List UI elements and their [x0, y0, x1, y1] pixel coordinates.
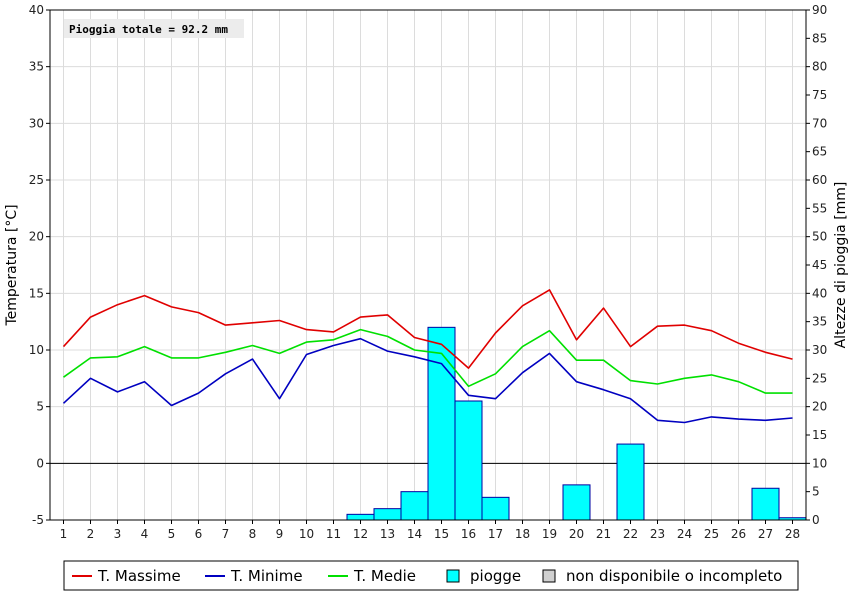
- y-left-tick-label: -5: [32, 513, 44, 527]
- rain-bar: [427, 326, 456, 521]
- y-left-tick-label: 0: [36, 456, 44, 470]
- rain-bar: [751, 487, 780, 521]
- x-tick-label: 26: [731, 527, 746, 541]
- x-tick-label: 23: [650, 527, 665, 541]
- y-left-tick-label: 25: [29, 173, 44, 187]
- x-tick-label: 14: [407, 527, 422, 541]
- rain-bar: [616, 443, 645, 521]
- y-axis-right-label: Altezze di pioggia [mm]: [833, 182, 849, 349]
- x-tick-label: 2: [87, 527, 95, 541]
- legend-swatch-box: [542, 569, 556, 583]
- legend-label: T. Medie: [353, 567, 416, 585]
- rain-bars: [346, 326, 807, 521]
- y-right-tick-label: 30: [812, 343, 827, 357]
- x-tick-label: 10: [299, 527, 314, 541]
- legend-label: piogge: [470, 567, 521, 585]
- legend-label: T. Massime: [97, 567, 181, 585]
- axis-ticks: 1 2 3 4 5 6 7 8 9 10 11 12 13 14 15 16 17 18 19 20 21 22 23 24 2…: [29, 3, 828, 541]
- x-tick-label: 4: [141, 527, 149, 541]
- y-right-tick-label: 35: [812, 315, 827, 329]
- x-tick-label: 11: [326, 527, 341, 541]
- legend-swatch-box: [446, 569, 460, 583]
- x-tick-label: 15: [434, 527, 449, 541]
- x-tick-label: 3: [114, 527, 122, 541]
- y-left-tick-label: 40: [29, 3, 44, 17]
- x-tick-label: 1: [60, 527, 68, 541]
- y-right-tick-label: 0: [812, 513, 820, 527]
- y-right-tick-label: 45: [812, 258, 827, 272]
- y-right-tick-label: 50: [812, 230, 827, 244]
- x-tick-label: 6: [195, 527, 203, 541]
- series-line-t-minime: [62, 337, 793, 424]
- x-tick-label: 22: [623, 527, 638, 541]
- x-tick-label: 13: [380, 527, 395, 541]
- rain-bar: [454, 400, 483, 521]
- x-tick-label: 24: [677, 527, 692, 541]
- y-right-tick-label: 70: [812, 116, 827, 130]
- legend-label: T. Minime: [230, 567, 303, 585]
- x-tick-label: 19: [542, 527, 557, 541]
- y-left-tick-label: 5: [36, 400, 44, 414]
- y-right-tick-label: 75: [812, 88, 827, 102]
- x-tick-label: 7: [222, 527, 230, 541]
- temperature-lines: [62, 289, 793, 424]
- y-right-tick-label: 40: [812, 286, 827, 300]
- legend-frame: [63, 560, 799, 591]
- y-left-tick-label: 20: [29, 230, 44, 244]
- y-left-tick-label: 10: [29, 343, 44, 357]
- x-tick-label: 12: [353, 527, 368, 541]
- y-right-tick-label: 20: [812, 400, 827, 414]
- x-tick-label: 9: [276, 527, 284, 541]
- rain-bar: [373, 508, 402, 521]
- y-right-tick-label: 15: [812, 428, 827, 442]
- y-left-tick-label: 15: [29, 286, 44, 300]
- x-tick-label: 21: [596, 527, 611, 541]
- rain-bar: [562, 484, 591, 521]
- x-tick-label: 28: [785, 527, 800, 541]
- y-right-tick-label: 90: [812, 3, 827, 17]
- y-axis-left-label: Temperatura [°C]: [4, 204, 20, 326]
- y-right-tick-label: 80: [812, 60, 827, 74]
- y-left-tick-label: 30: [29, 116, 44, 130]
- annotation-text: Pioggia totale = 92.2 mm: [69, 23, 228, 36]
- y-right-tick-label: 55: [812, 201, 827, 215]
- x-tick-label: 5: [168, 527, 176, 541]
- series-line-t-massime: [62, 289, 793, 369]
- x-tick-label: 17: [488, 527, 503, 541]
- x-tick-label: 27: [758, 527, 773, 541]
- total-rain-annotation: Pioggia totale = 92.2 mm: [64, 19, 244, 38]
- legend: T. Massime T. Minime T. Medie piogge non dis…: [63, 560, 799, 591]
- y-right-tick-label: 5: [812, 485, 820, 499]
- legend-label: non disponibile o incompleto: [566, 567, 782, 585]
- rain-bar: [481, 496, 510, 521]
- y-right-tick-label: 60: [812, 173, 827, 187]
- x-tick-label: 18: [515, 527, 530, 541]
- x-tick-label: 25: [704, 527, 719, 541]
- x-tick-label: 8: [249, 527, 257, 541]
- series-line-t-medie: [63, 328, 793, 394]
- y-right-tick-label: 65: [812, 145, 827, 159]
- y-left-tick-label: 35: [29, 60, 44, 74]
- y-right-tick-label: 25: [812, 371, 827, 385]
- y-right-tick-label: 10: [812, 456, 827, 470]
- annotation-box: [64, 19, 244, 38]
- x-tick-label: 20: [569, 527, 584, 541]
- x-tick-label: 16: [461, 527, 476, 541]
- rain-bar: [400, 491, 429, 521]
- y-right-tick-label: 85: [812, 31, 827, 45]
- rain-bar: [346, 513, 375, 521]
